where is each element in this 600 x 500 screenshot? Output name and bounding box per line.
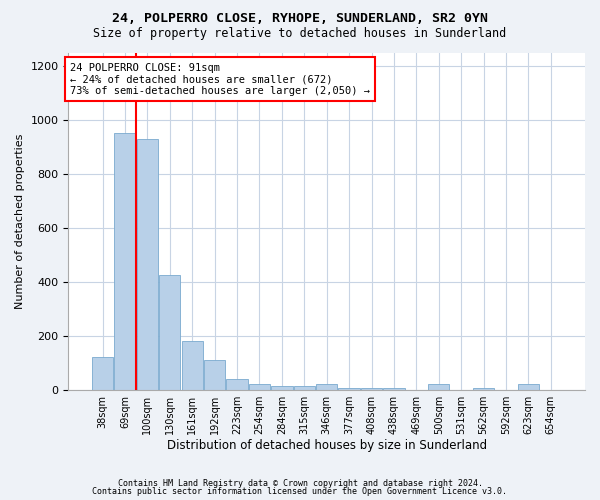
Text: Contains HM Land Registry data © Crown copyright and database right 2024.: Contains HM Land Registry data © Crown c… [118, 478, 482, 488]
Bar [518, 384, 539, 390]
Bar [338, 388, 360, 390]
Bar [182, 341, 203, 390]
Bar [361, 388, 382, 390]
Bar [92, 358, 113, 390]
X-axis label: Distribution of detached houses by size in Sunderland: Distribution of detached houses by size … [167, 440, 487, 452]
Bar [226, 379, 248, 390]
Bar [316, 384, 337, 390]
Bar [271, 386, 293, 390]
Text: 24, POLPERRO CLOSE, RYHOPE, SUNDERLAND, SR2 0YN: 24, POLPERRO CLOSE, RYHOPE, SUNDERLAND, … [112, 12, 488, 26]
Text: Contains public sector information licensed under the Open Government Licence v3: Contains public sector information licen… [92, 487, 508, 496]
Bar [249, 384, 270, 390]
Bar [293, 386, 315, 390]
Text: 24 POLPERRO CLOSE: 91sqm
← 24% of detached houses are smaller (672)
73% of semi-: 24 POLPERRO CLOSE: 91sqm ← 24% of detach… [70, 62, 370, 96]
Bar [428, 384, 449, 390]
Bar [137, 139, 158, 390]
Bar [383, 388, 404, 390]
Text: Size of property relative to detached houses in Sunderland: Size of property relative to detached ho… [94, 28, 506, 40]
Bar [204, 360, 225, 390]
Bar [473, 388, 494, 390]
Bar [159, 275, 181, 390]
Bar [115, 134, 136, 390]
Y-axis label: Number of detached properties: Number of detached properties [15, 134, 25, 309]
